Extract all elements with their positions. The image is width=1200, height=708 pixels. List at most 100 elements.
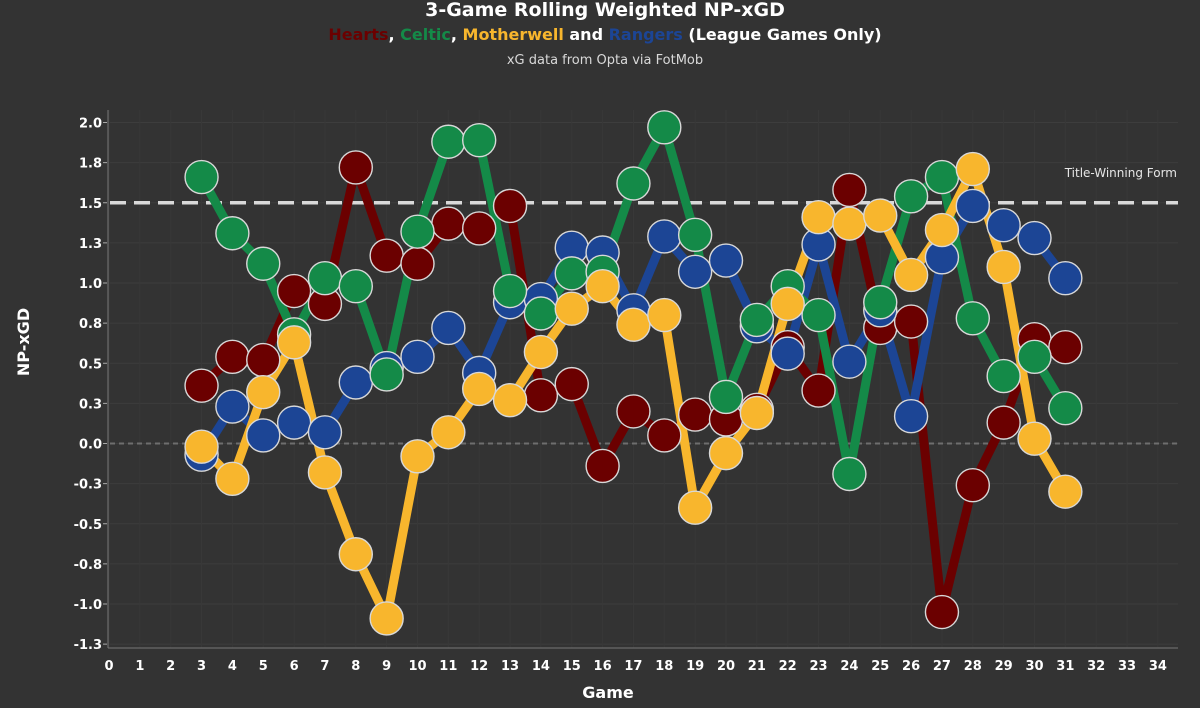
x-tick-label: 33 <box>1118 659 1136 674</box>
title-winning-label: Title-Winning Form <box>1064 166 1177 180</box>
point-motherwell <box>462 371 497 407</box>
y-tick-label: 1.3 <box>79 237 102 252</box>
point-motherwell <box>246 374 281 410</box>
point-celtic <box>492 273 528 309</box>
point-rangers <box>1048 260 1083 296</box>
subtitle-part-1: , <box>389 25 401 44</box>
x-tick-label: 8 <box>351 659 360 674</box>
x-axis-ticks: 0 1 2 3 4 5 6 7 8 9 10 11 12 13 14 15 16 17 18 19 20 21 22 23 24… <box>104 659 1166 674</box>
point-motherwell <box>863 198 898 233</box>
point-celtic <box>246 246 281 281</box>
point-celtic <box>400 214 435 249</box>
point-celtic <box>708 379 744 415</box>
point-rangers <box>770 336 805 371</box>
point-motherwell <box>523 334 559 370</box>
point-hearts <box>585 448 620 484</box>
x-tick-label: 4 <box>228 659 237 674</box>
point-motherwell <box>893 257 929 293</box>
subtitle-part-3: , <box>451 25 463 44</box>
x-axis-label: Game <box>582 683 634 702</box>
y-tick-label: 1.8 <box>79 157 102 172</box>
point-rangers <box>647 219 682 254</box>
point-motherwell <box>955 151 990 187</box>
point-hearts <box>893 304 929 339</box>
y-tick-label: -1.3 <box>74 638 102 653</box>
y-tick-label: 0.3 <box>79 397 102 412</box>
point-rangers <box>307 415 343 450</box>
point-celtic <box>801 297 836 333</box>
point-motherwell <box>215 461 250 497</box>
chart-title: 3-Game Rolling Weighted NP-xGD <box>425 0 785 21</box>
point-celtic <box>955 301 990 336</box>
chart-source: xG data from Opta via FotMob <box>507 53 703 68</box>
point-celtic <box>924 159 960 195</box>
x-tick-label: 18 <box>655 659 673 674</box>
x-tick-label: 23 <box>810 659 828 674</box>
x-tick-label: 34 <box>1149 659 1167 674</box>
point-rangers <box>1017 220 1052 256</box>
subtitle-part-5: and <box>564 25 609 44</box>
y-tick-label: 0.8 <box>79 317 102 332</box>
point-rangers <box>431 310 466 346</box>
point-motherwell <box>832 206 867 241</box>
x-tick-label: 19 <box>686 659 704 674</box>
point-hearts <box>400 246 435 281</box>
x-tick-label: 1 <box>135 659 144 674</box>
x-tick-label: 20 <box>717 659 735 674</box>
subtitle-part-0: Hearts <box>328 25 388 44</box>
point-motherwell <box>276 325 312 360</box>
point-hearts <box>246 342 281 378</box>
point-celtic <box>307 260 343 296</box>
point-celtic <box>338 269 373 304</box>
point-hearts <box>462 211 497 246</box>
subtitle-part-4: Motherwell <box>463 25 564 44</box>
x-tick-label: 17 <box>624 659 642 674</box>
point-motherwell <box>801 199 836 235</box>
subtitle-part-7: (League Games Only) <box>683 25 882 44</box>
point-motherwell <box>1017 421 1052 456</box>
y-axis-ticks: 2.0 1.8 1.5 1.3 1.0 0.8 0.5 0.3 0.0 -0.3 -0.5 -0.8 -… <box>74 117 107 653</box>
point-motherwell <box>431 415 466 450</box>
point-celtic <box>184 159 219 195</box>
point-motherwell <box>647 297 682 333</box>
x-tick-label: 29 <box>995 659 1013 674</box>
y-axis-label: NP-xGD <box>14 308 33 376</box>
point-hearts <box>554 366 589 402</box>
point-celtic <box>893 179 929 214</box>
x-tick-label: 12 <box>470 659 488 674</box>
x-tick-label: 11 <box>439 659 457 674</box>
x-tick-label: 26 <box>902 659 920 674</box>
x-tick-label: 0 <box>104 659 113 674</box>
x-tick-label: 10 <box>408 659 426 674</box>
y-tick-label: -0.8 <box>74 558 102 573</box>
point-rangers <box>986 208 1021 243</box>
y-tick-label: -0.3 <box>74 478 102 493</box>
x-tick-label: 31 <box>1056 659 1074 674</box>
point-motherwell <box>369 601 404 636</box>
subtitle-part-6: Rangers <box>609 25 683 44</box>
point-rangers <box>215 389 250 424</box>
point-motherwell <box>184 429 219 464</box>
point-hearts <box>492 188 528 224</box>
x-tick-label: 30 <box>1025 659 1043 674</box>
point-celtic <box>616 166 651 201</box>
point-hearts <box>647 418 682 453</box>
point-rangers <box>338 365 373 400</box>
point-celtic <box>739 302 775 338</box>
point-motherwell <box>400 439 435 474</box>
x-tick-label: 15 <box>563 659 581 674</box>
point-hearts <box>832 172 867 208</box>
point-hearts <box>276 273 312 309</box>
point-motherwell <box>616 307 651 342</box>
x-tick-label: 9 <box>382 659 391 674</box>
y-tick-label: 0.5 <box>79 357 102 372</box>
x-tick-label: 28 <box>964 659 982 674</box>
point-motherwell <box>677 490 713 525</box>
point-celtic <box>986 358 1021 394</box>
point-motherwell <box>492 382 528 418</box>
point-hearts <box>369 238 404 273</box>
point-rangers <box>677 254 713 289</box>
point-rangers <box>708 243 744 278</box>
x-tick-label: 25 <box>871 659 889 674</box>
point-motherwell <box>585 269 620 304</box>
